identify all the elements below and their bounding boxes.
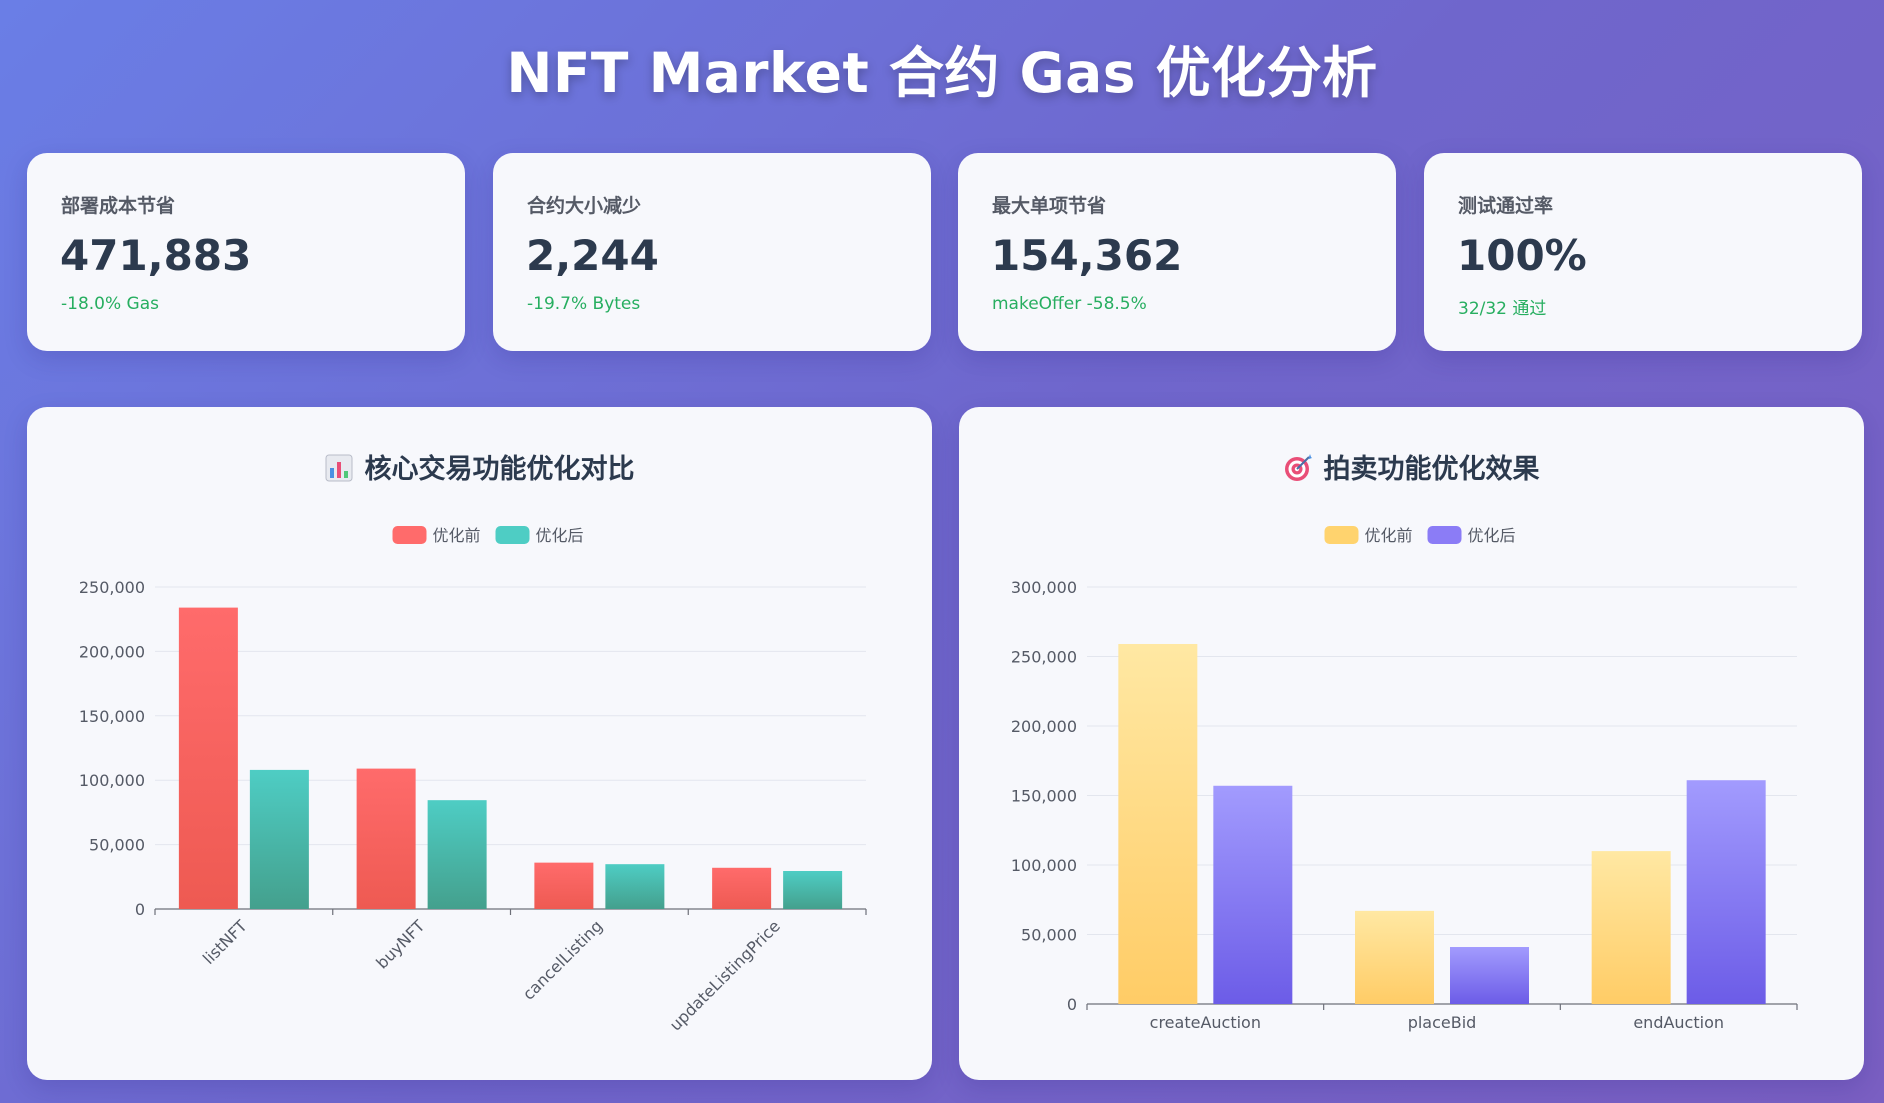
- stat-value: 100%: [1457, 231, 1587, 280]
- legend-label: 优化前: [433, 526, 481, 545]
- x-tick-label: buyNFT: [372, 916, 428, 972]
- bar-cancelListing-before: [534, 862, 594, 909]
- y-tick-label: 250,000: [79, 578, 145, 597]
- y-tick-label: 0: [135, 900, 145, 919]
- stat-label: 测试通过率: [1458, 195, 1554, 217]
- legend-label: 优化后: [536, 526, 584, 545]
- x-tick-label: placeBid: [1408, 1013, 1477, 1032]
- x-tick-label: updateListingPrice: [666, 916, 784, 1034]
- chart-card-core-trading: 核心交易功能优化对比 优化前 优化后 0 50,000 100,000 150,000 20…: [27, 407, 932, 1080]
- bar-listNFT-before: [178, 607, 238, 909]
- core-trading-bar-chart: 优化前 优化后 0 50,000 100,000 150,000 200,000 250,00…: [79, 526, 867, 1035]
- chart-title: 拍卖功能优化效果: [959, 447, 1864, 486]
- y-tick-label: 100,000: [1011, 856, 1077, 875]
- bar-updateListingPrice-after: [783, 871, 843, 909]
- x-tick-label: listNFT: [199, 916, 251, 968]
- bar-endAuction-after: [1686, 780, 1766, 1004]
- legend-swatch: [1427, 526, 1462, 544]
- y-tick-label: 200,000: [79, 642, 145, 661]
- stat-sub: -18.0% Gas: [61, 294, 159, 314]
- bar-buyNFT-after: [427, 800, 487, 909]
- stat-label: 部署成本节省: [61, 195, 176, 217]
- stat-value: 154,362: [991, 231, 1183, 280]
- y-tick-label: 150,000: [1011, 787, 1077, 806]
- y-tick-label: 150,000: [79, 707, 145, 726]
- bar-cancelListing-after: [605, 864, 665, 909]
- stat-card-size-reduction: 合约大小减少 2,244 -19.7% Bytes: [493, 153, 931, 351]
- y-tick-label: 0: [1067, 995, 1077, 1014]
- y-tick-label: 200,000: [1011, 717, 1077, 736]
- stat-sub: makeOffer -58.5%: [992, 294, 1147, 314]
- x-tick-label: cancelListing: [519, 916, 606, 1003]
- legend-label: 优化后: [1468, 526, 1516, 545]
- x-tick-label: createAuction: [1150, 1013, 1261, 1032]
- auction-bar-chart: 优化前 优化后 0 50,000 100,000 150,000 200,000 250,00…: [1011, 526, 1798, 1032]
- chart-card-auction: 拍卖功能优化效果 优化前 优化后 0 50,000 100,000 150,000 200,…: [959, 407, 1864, 1080]
- legend-label: 优化前: [1365, 526, 1413, 545]
- legend-swatch: [495, 526, 530, 544]
- target-icon: [1284, 454, 1312, 481]
- chart-title-text: 拍卖功能优化效果: [1323, 454, 1540, 485]
- page-title: NFT Market 合约 Gas 优化分析: [506, 41, 1378, 105]
- stat-sub: -19.7% Bytes: [527, 294, 641, 314]
- legend-swatch: [1324, 526, 1359, 544]
- stat-label: 最大单项节省: [992, 195, 1107, 217]
- bar-updateListingPrice-before: [712, 867, 772, 909]
- y-tick-label: 50,000: [1021, 926, 1077, 945]
- stat-value: 471,883: [60, 231, 252, 280]
- bar-placeBid-after: [1450, 947, 1529, 1004]
- bar-listNFT-after: [249, 769, 309, 909]
- x-tick-label: endAuction: [1633, 1013, 1724, 1032]
- bar-chart-icon: [325, 454, 352, 482]
- bar-endAuction-before: [1591, 851, 1671, 1004]
- stat-card-max-saving: 最大单项节省 154,362 makeOffer -58.5%: [958, 153, 1396, 351]
- bar-buyNFT-before: [356, 768, 416, 909]
- legend-swatch: [392, 526, 427, 544]
- y-tick-label: 50,000: [89, 836, 145, 855]
- bar-createAuction-before: [1118, 643, 1198, 1004]
- y-tick-label: 300,000: [1011, 578, 1077, 597]
- stat-value: 2,244: [526, 231, 659, 280]
- stat-label: 合约大小减少: [527, 195, 642, 217]
- bar-createAuction-after: [1213, 785, 1293, 1004]
- chart-title: 核心交易功能优化对比: [27, 447, 932, 486]
- stat-sub: 32/32 通过: [1458, 299, 1547, 319]
- bar-placeBid-before: [1355, 910, 1434, 1004]
- y-tick-label: 250,000: [1011, 648, 1077, 667]
- y-tick-label: 100,000: [79, 771, 145, 790]
- stat-card-test-pass-rate: 测试通过率 100% 32/32 通过: [1424, 153, 1862, 351]
- stat-card-deploy-savings: 部署成本节省 471,883 -18.0% Gas: [27, 153, 465, 351]
- chart-title-text: 核心交易功能优化对比: [364, 454, 635, 485]
